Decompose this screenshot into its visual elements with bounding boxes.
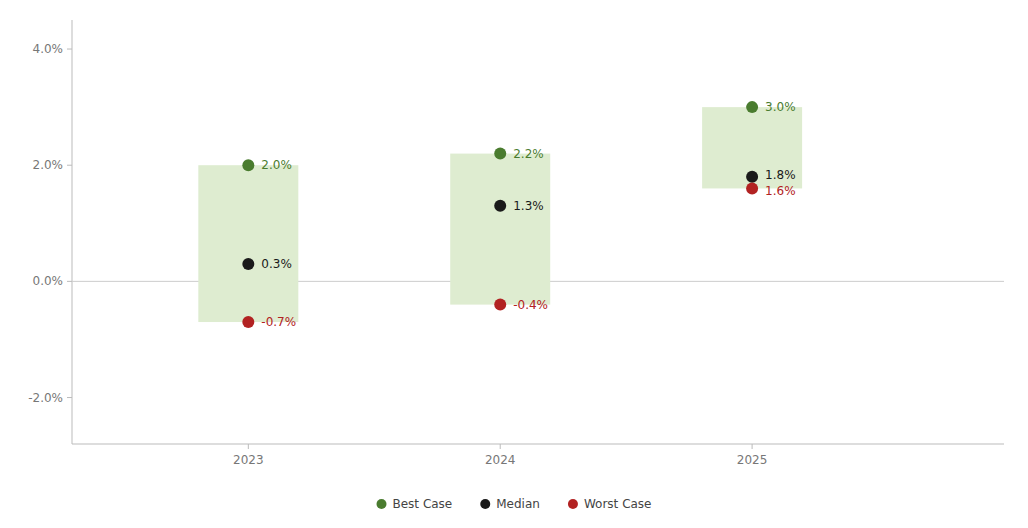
legend: Best Case Median Worst Case <box>377 497 652 511</box>
y-tick-label: 0.0% <box>33 274 64 288</box>
legend-marker <box>480 499 490 509</box>
data-label: 3.0% <box>765 100 796 114</box>
y-axis-line <box>72 20 73 444</box>
x-tick-label: 2025 <box>737 453 768 467</box>
data-label: 1.3% <box>513 199 544 213</box>
legend-label: Best Case <box>393 497 453 511</box>
data-label: -0.4% <box>513 298 548 312</box>
x-tick-label: 2024 <box>485 453 516 467</box>
plot-area <box>198 101 802 328</box>
legend-marker <box>568 499 578 509</box>
data-label: 1.8% <box>765 168 796 182</box>
dot <box>242 316 254 328</box>
y-tick <box>67 281 72 282</box>
data-label: 1.6% <box>765 184 796 198</box>
legend-label: Worst Case <box>584 497 652 511</box>
dot <box>494 148 506 160</box>
x-axis-line <box>72 444 1004 445</box>
dot <box>746 101 758 113</box>
y-tick <box>67 397 72 398</box>
background <box>0 0 1028 528</box>
range-bar <box>702 107 802 188</box>
x-tick-label: 2023 <box>233 453 264 467</box>
data-label: 2.2% <box>513 147 544 161</box>
y-tick <box>67 165 72 166</box>
y-tick <box>67 49 72 50</box>
data-label: 2.0% <box>261 158 292 172</box>
y-tick-label: -2.0% <box>28 391 63 405</box>
dot <box>494 299 506 311</box>
dot <box>746 171 758 183</box>
range-bar <box>198 165 298 322</box>
dot <box>242 258 254 270</box>
y-tick-label: 2.0% <box>33 158 64 172</box>
x-tick <box>752 444 753 449</box>
legend-marker <box>377 499 387 509</box>
dot <box>242 159 254 171</box>
chart: -2.0% 0.0% 2.0% 4.0% 2023 2024 2025 2.0% 0.3% -0.… <box>0 0 1028 528</box>
dot <box>746 182 758 194</box>
x-tick <box>500 444 501 449</box>
dot <box>494 200 506 212</box>
y-tick-label: 4.0% <box>33 42 64 56</box>
x-tick <box>248 444 249 449</box>
legend-label: Median <box>496 497 540 511</box>
data-label: -0.7% <box>261 315 296 329</box>
data-label: 0.3% <box>261 257 292 271</box>
range-bar <box>450 154 550 305</box>
